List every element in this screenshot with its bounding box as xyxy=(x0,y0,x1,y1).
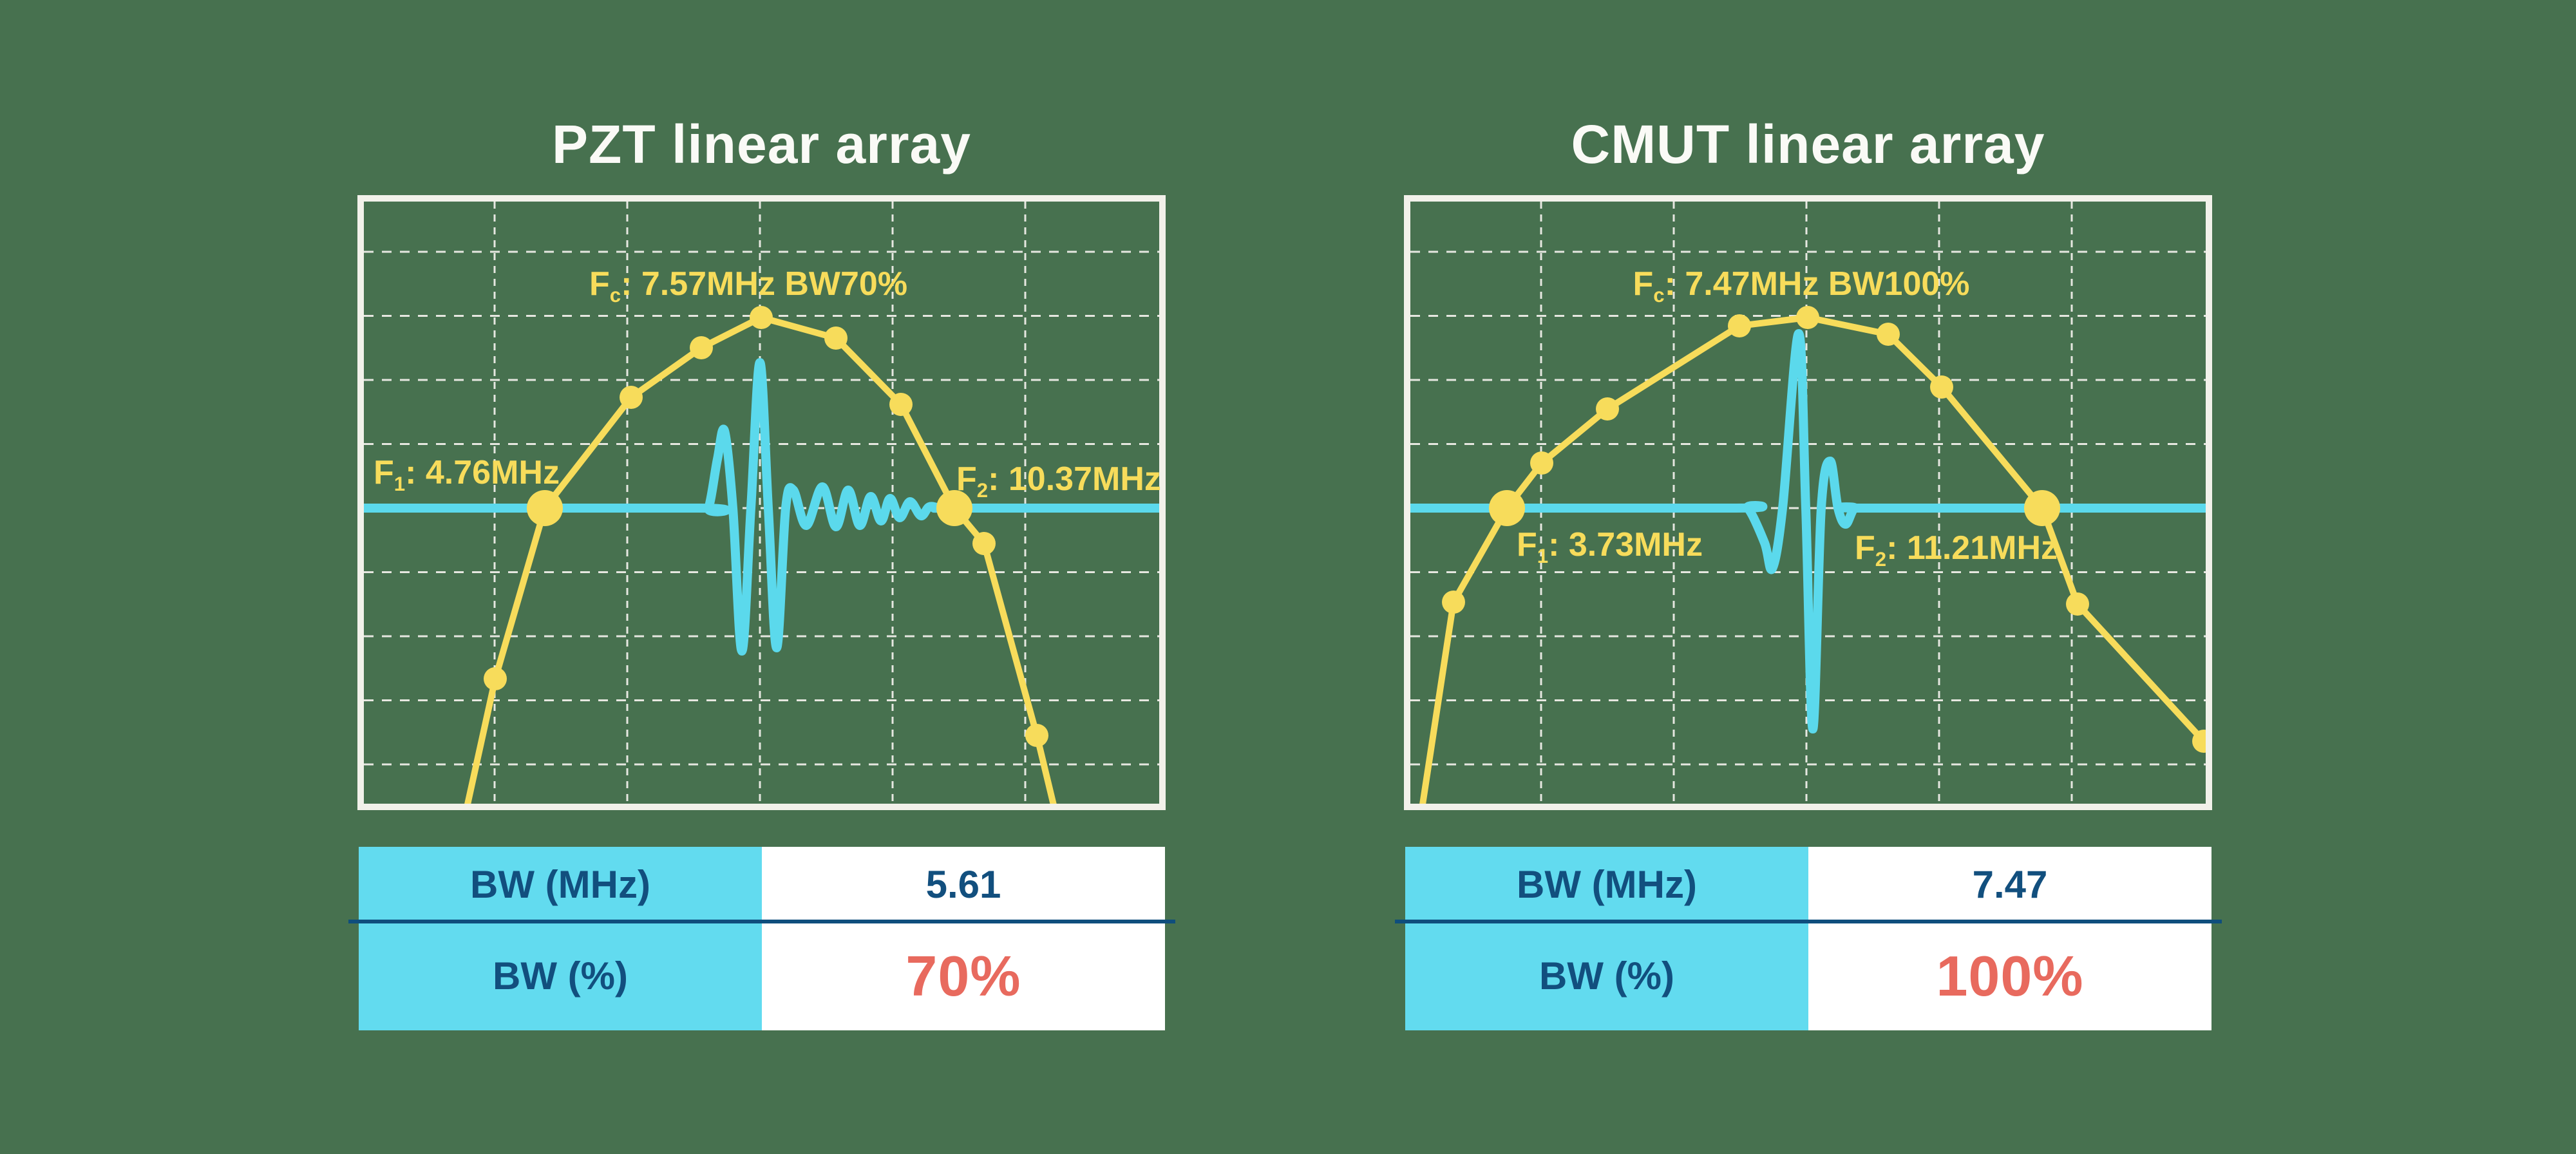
marker-dot xyxy=(750,306,773,329)
table-value: 5.61 xyxy=(925,862,1001,906)
bw-table-pzt: BW (MHz) 5.61 BW (%) 70% xyxy=(348,847,1175,1030)
table-label: BW (%) xyxy=(1539,954,1674,998)
marker-dot xyxy=(1728,314,1751,337)
panel-pzt: PZT linear array Fc: 7.57MHz BW70% F1: 4.… xyxy=(348,0,1175,1154)
pulse-echo-waveform-curve xyxy=(1410,329,2206,733)
chart-cmut-svg xyxy=(1410,202,2206,804)
page-title-cmut: CMUT linear array xyxy=(1571,114,2045,175)
table-header-cell: BW (%) xyxy=(1405,922,1808,1030)
table-header-cell: BW (MHz) xyxy=(359,847,762,922)
marker-dot xyxy=(620,386,643,409)
marker-dot xyxy=(972,532,996,555)
marker-dot-large xyxy=(936,490,972,526)
marker-dot xyxy=(1596,397,1619,421)
marker-dot xyxy=(824,326,848,350)
table-divider-line xyxy=(348,920,1175,923)
table-value-cell: 70% xyxy=(762,922,1165,1030)
table-value: 7.47 xyxy=(1972,862,2048,906)
marker-dot xyxy=(1930,375,1953,399)
frequency-spectrum-curve xyxy=(464,314,1057,804)
marker-dot-large xyxy=(527,490,563,526)
table-label: BW (%) xyxy=(493,954,628,998)
table-value-percent: 100% xyxy=(1936,943,2084,1008)
bw-table-cmut: BW (MHz) 7.47 BW (%) 100% xyxy=(1395,847,2222,1030)
chart-cmut: Fc: 7.47MHz BW100% F1: 3.73MHz F2: 11.21MH… xyxy=(1404,195,2212,810)
pulse-echo-waveform-curve xyxy=(364,358,1159,656)
marker-dot xyxy=(2192,730,2206,753)
marker-dot-large xyxy=(1489,490,1525,526)
table-value-cell: 5.61 xyxy=(762,847,1165,922)
chart-pzt-svg xyxy=(364,202,1159,804)
table-label: BW (MHz) xyxy=(470,862,650,906)
marker-dot xyxy=(1530,451,1553,475)
marker-dot xyxy=(1442,591,1465,614)
table-header-cell: BW (MHz) xyxy=(1405,847,1808,922)
table-value-cell: 100% xyxy=(1808,922,2211,1030)
chart-pzt: Fc: 7.57MHz BW70% F1: 4.76MHz F2: 10.37MHz xyxy=(357,195,1166,810)
marker-dot xyxy=(1796,306,1819,329)
page-title-pzt: PZT linear array xyxy=(552,114,971,175)
marker-dot xyxy=(889,393,913,416)
marker-dot-large xyxy=(2024,490,2060,526)
table-value-cell: 7.47 xyxy=(1808,847,2211,922)
marker-dot xyxy=(484,667,507,690)
marker-dot xyxy=(1025,724,1048,747)
marker-dot xyxy=(690,336,713,359)
table-divider-line xyxy=(1395,920,2222,923)
marker-dot xyxy=(2066,592,2089,616)
table-label: BW (MHz) xyxy=(1517,862,1697,906)
marker-dot xyxy=(1877,323,1900,346)
table-value-percent: 70% xyxy=(905,943,1021,1008)
table-header-cell: BW (%) xyxy=(359,922,762,1030)
panel-cmut: CMUT linear array Fc: 7.47MHz BW100% F1: … xyxy=(1395,0,2222,1154)
